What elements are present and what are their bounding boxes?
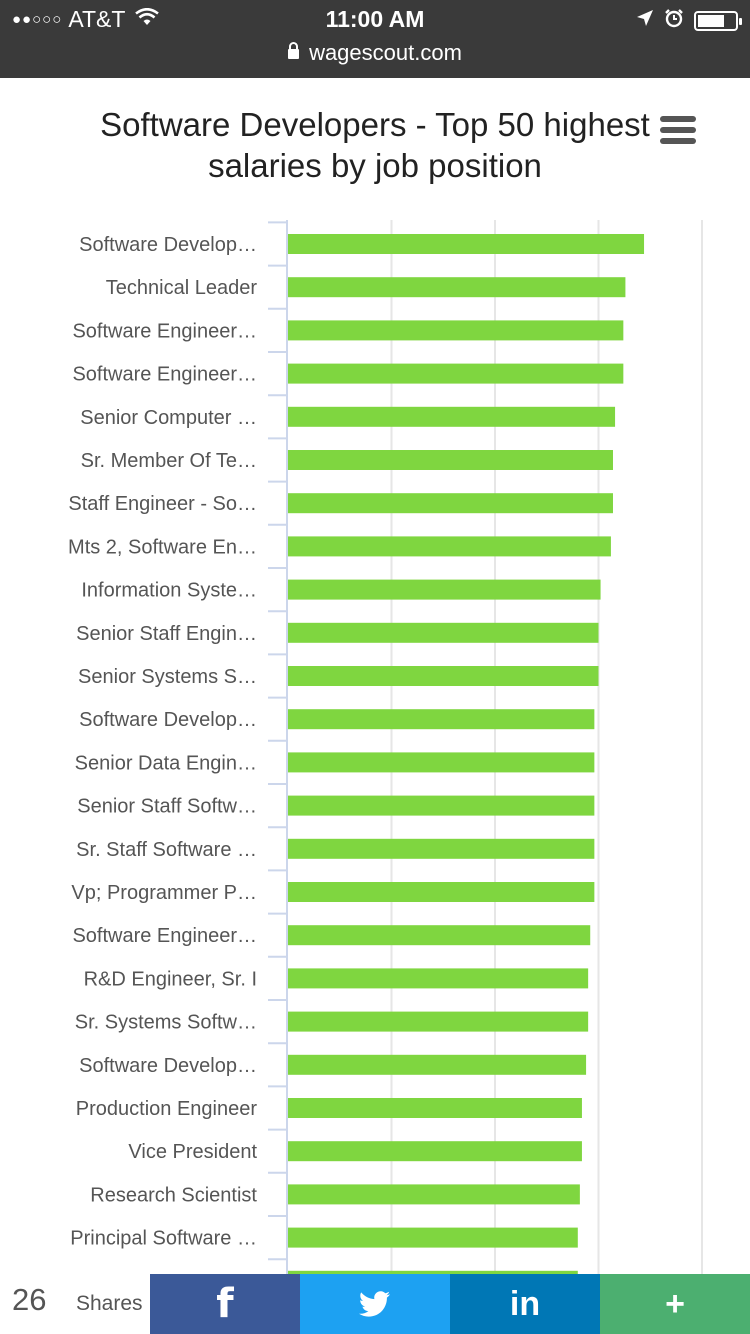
category-label: Software Engineer… <box>72 320 257 342</box>
status-time: 11:00 AM <box>325 6 425 32</box>
bar <box>288 1227 578 1248</box>
location-arrow-icon <box>636 9 654 33</box>
carrier-name: AT&T <box>68 6 126 32</box>
bar <box>288 795 595 816</box>
bar <box>288 925 591 946</box>
chart-menu-button[interactable] <box>660 116 696 146</box>
facebook-share-button[interactable]: f <box>150 1274 300 1334</box>
linkedin-icon: in <box>509 1284 541 1323</box>
category-label: Senior Data Engin… <box>75 752 257 774</box>
share-count: 26 <box>12 1282 47 1317</box>
bar <box>288 406 616 427</box>
bar <box>288 752 595 773</box>
category-label: Information Syste… <box>81 580 257 602</box>
bar-chart: Software Develop… Technical Leader Softwar… <box>68 220 703 1274</box>
share-label: Shares <box>76 1292 143 1315</box>
category-label: Software Develop… <box>79 234 257 256</box>
bar <box>288 450 613 470</box>
category-label: Research Scientist <box>90 1184 257 1206</box>
bar <box>288 1184 580 1205</box>
category-label: Software Engineer… <box>72 364 257 386</box>
category-label: Mts 2, Software En… <box>68 536 257 558</box>
bar <box>288 1098 582 1118</box>
category-label: Production Engineer <box>76 1098 258 1120</box>
category-label: Principal Software … <box>70 1228 257 1250</box>
twitter-share-button[interactable] <box>300 1274 450 1334</box>
category-label: Sr. Staff Software … <box>76 839 257 861</box>
plus-icon: + <box>665 1284 685 1323</box>
category-label: Sr. Member Of Te… <box>81 450 257 472</box>
url-text: wagescout.com <box>309 40 462 65</box>
bar <box>288 1011 589 1032</box>
wifi-icon <box>135 7 160 32</box>
bar <box>288 838 595 859</box>
bar <box>288 320 624 341</box>
category-label: Technical Leader <box>106 277 258 299</box>
category-label: Software Develop… <box>79 709 257 731</box>
category-label: Staff Engineer - So… <box>68 493 257 515</box>
hamburger-icon-line <box>660 127 696 133</box>
bar <box>288 493 613 514</box>
chart-title: Software Developers - Top 50 highest sal… <box>100 106 650 184</box>
status-left: ●●○○○ AT&T <box>12 6 160 33</box>
signal-strength-icon: ●●○○○ <box>12 11 63 28</box>
bar <box>288 234 645 254</box>
category-label: Senior Systems S… <box>78 666 257 688</box>
bar <box>288 666 599 686</box>
bar <box>288 536 611 557</box>
status-right <box>636 8 742 34</box>
bar <box>288 1270 578 1274</box>
url-bar[interactable]: wagescout.com <box>0 40 750 66</box>
bar <box>288 968 589 989</box>
category-label: Vice President <box>128 1141 257 1163</box>
more-share-button[interactable]: + <box>600 1274 750 1334</box>
hamburger-icon-line <box>660 116 696 122</box>
category-label: Senior Staff Engin… <box>76 623 257 645</box>
bar <box>288 709 595 730</box>
alarm-icon <box>664 8 684 34</box>
bar <box>288 579 601 600</box>
browser-top-bar: ●●○○○ AT&T 11:00 AM wagescout.com <box>0 0 750 78</box>
linkedin-share-button[interactable]: in <box>450 1274 600 1334</box>
category-label: Senior Staff Softw… <box>77 796 257 818</box>
category-label: R&D Engineer, Sr. I <box>84 968 257 990</box>
twitter-icon <box>359 1291 390 1317</box>
category-label: Software Develop… <box>79 1055 257 1077</box>
bar <box>288 1054 587 1075</box>
category-label: Senior Computer … <box>80 407 257 429</box>
bar <box>288 622 599 643</box>
bar <box>288 277 626 298</box>
hamburger-icon-line <box>660 138 696 144</box>
battery-icon <box>694 11 742 31</box>
bar <box>288 1141 582 1162</box>
bar <box>288 882 595 902</box>
lock-icon <box>288 42 300 59</box>
bar <box>288 363 624 384</box>
category-label: Sr. Systems Softw… <box>75 1012 257 1034</box>
category-label: Vp; Programmer P… <box>71 882 257 904</box>
category-label: Software Engineer… <box>72 925 257 947</box>
facebook-icon: f <box>216 1281 234 1327</box>
